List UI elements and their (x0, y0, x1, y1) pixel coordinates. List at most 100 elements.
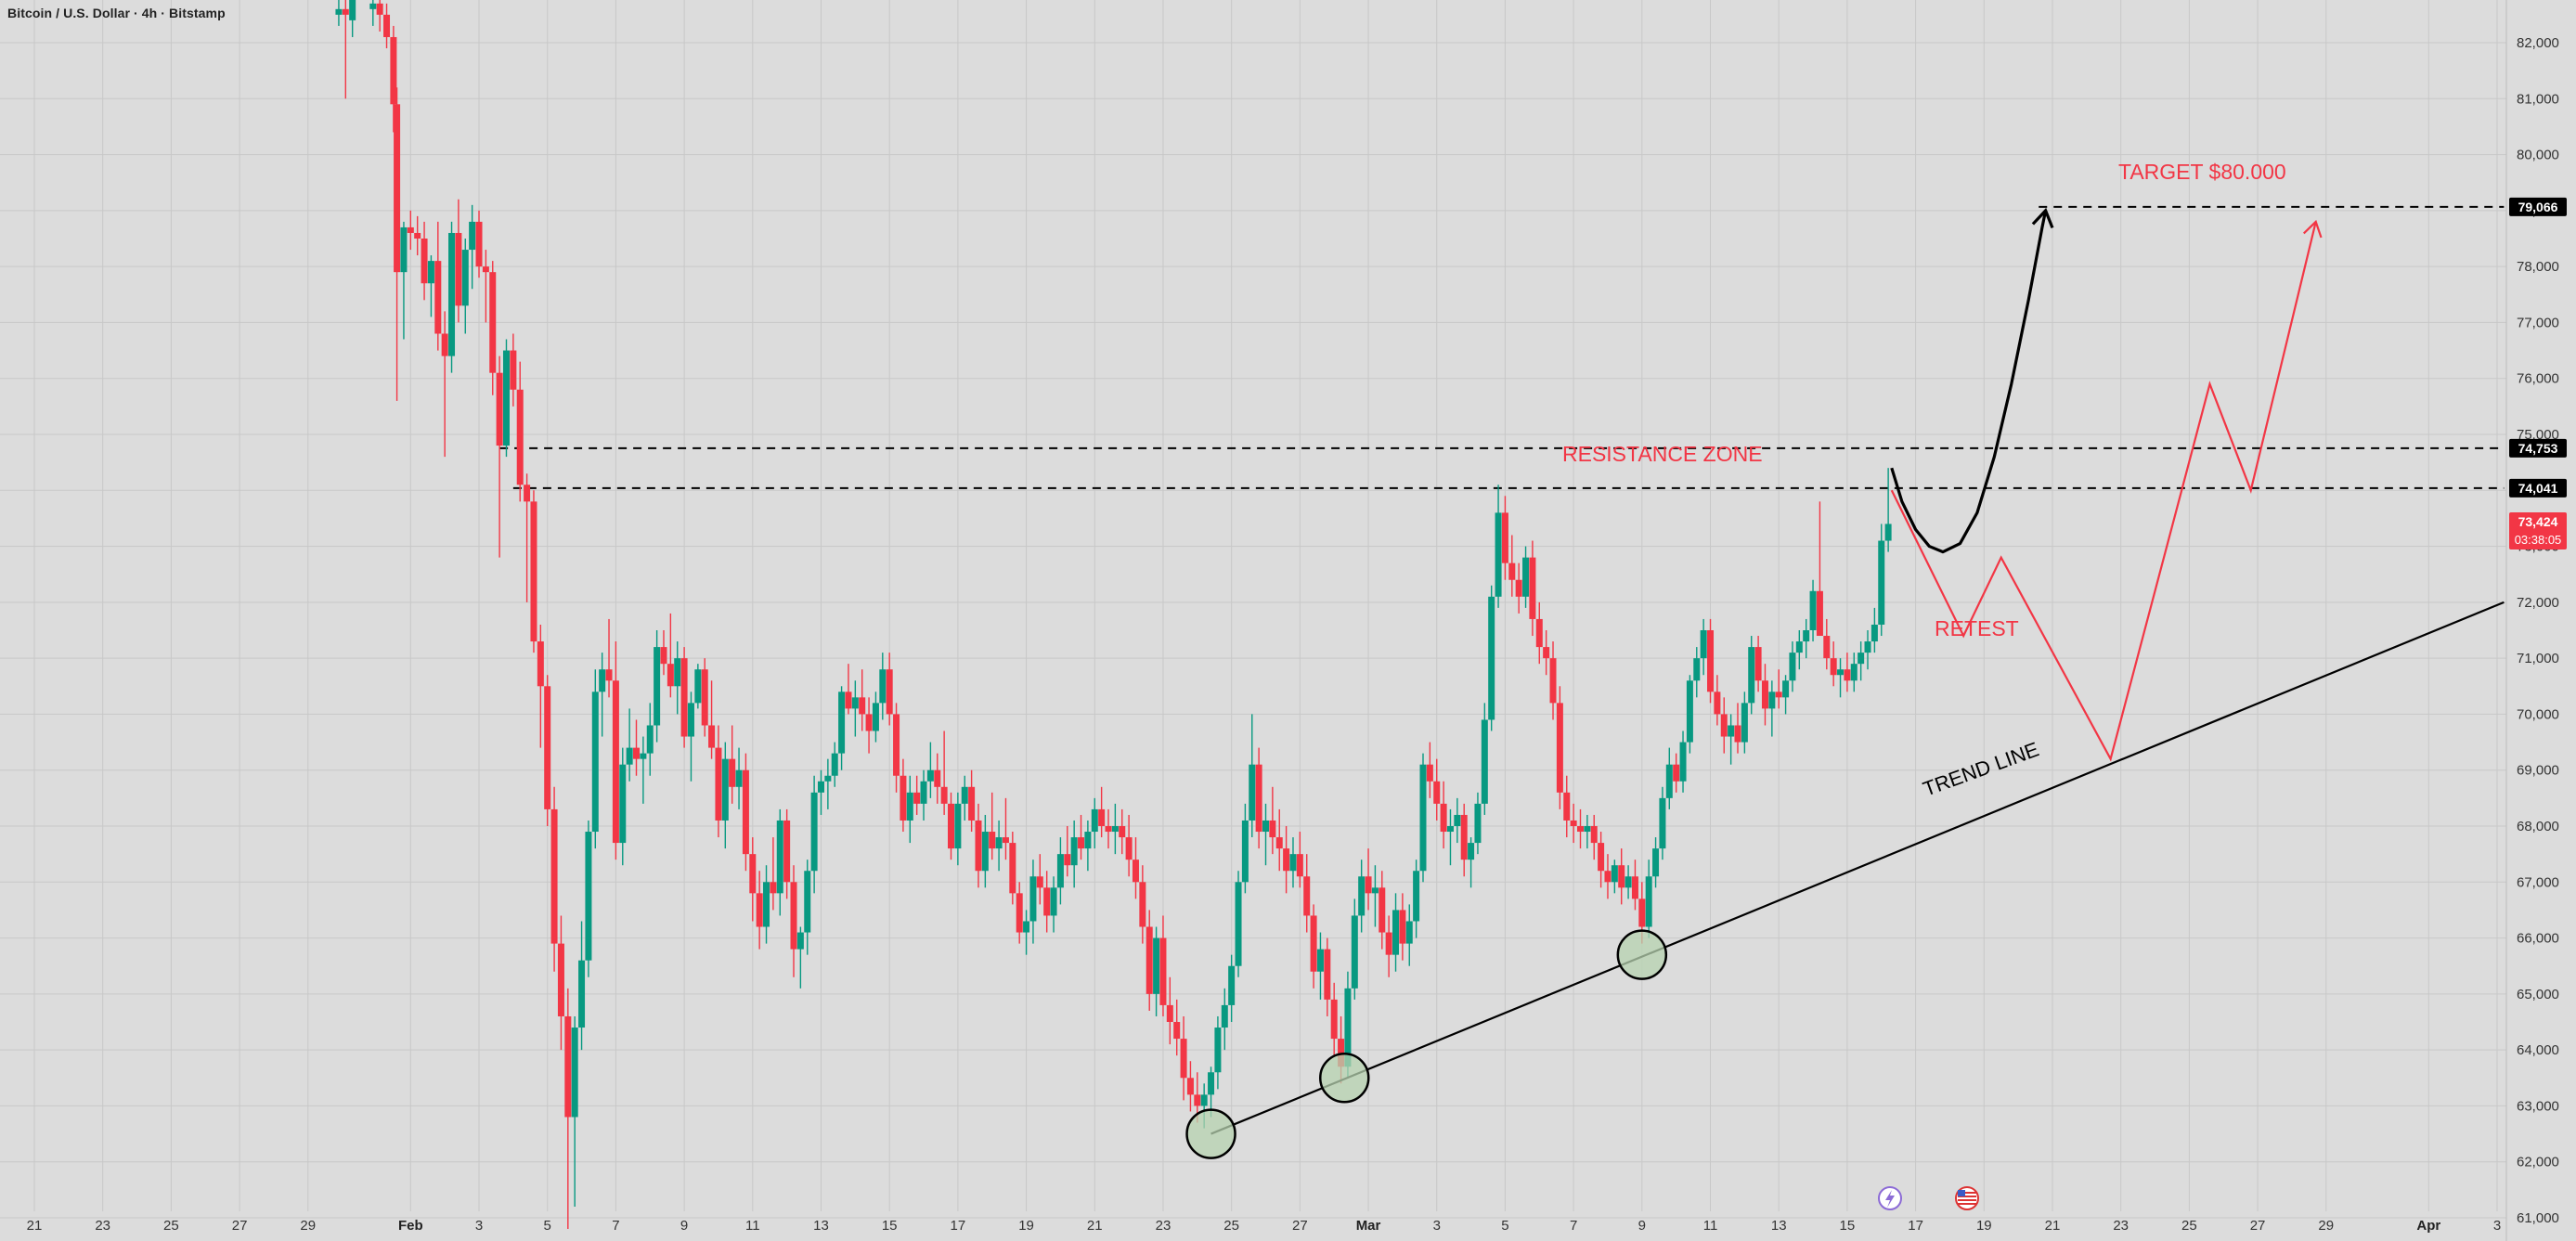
candle-down (434, 221, 442, 351)
candle-body (749, 854, 757, 894)
candle-body (1549, 658, 1557, 704)
price-marker-value: 74,041 (2518, 481, 2558, 496)
candle-body (640, 753, 647, 759)
candle-body (1153, 937, 1160, 994)
candle-down (729, 725, 736, 804)
candle-up (872, 692, 879, 743)
candle-body (1522, 557, 1530, 597)
candle-down (455, 199, 462, 323)
candle-down (1166, 976, 1173, 1045)
candle-body (394, 104, 401, 273)
candle-body (1604, 871, 1612, 883)
candle-up (1351, 898, 1358, 1000)
candle-up (1221, 988, 1228, 1051)
candle-down (1576, 808, 1584, 849)
x-tick-label: 19 (1018, 1218, 1034, 1234)
candle-body (455, 232, 462, 306)
y-tick-label: 77,000 (2517, 315, 2559, 330)
candle-body (1659, 797, 1666, 849)
candle-up (400, 221, 408, 340)
candle-body (557, 943, 564, 1016)
candle-up (427, 255, 434, 317)
x-tick-label: 15 (882, 1218, 898, 1234)
candle-down (510, 333, 517, 407)
candle-body (1625, 876, 1632, 888)
x-tick-label: 17 (1908, 1218, 1923, 1234)
candle-body (1289, 854, 1297, 872)
candle-body (1803, 630, 1810, 642)
candle-down (968, 769, 976, 833)
candle-up (687, 692, 694, 782)
candle-body (989, 832, 996, 849)
candle-up (599, 653, 606, 737)
candle-down (482, 250, 489, 323)
candle-down (633, 719, 641, 776)
candle-body (660, 647, 667, 665)
candle-up (1153, 926, 1160, 1016)
candle-body (1590, 826, 1598, 844)
candle-down (845, 664, 852, 715)
candle-body (995, 837, 1003, 849)
candle-body (851, 697, 859, 709)
candle-down (496, 355, 503, 558)
candle-down (407, 210, 414, 251)
candle-down (1064, 826, 1071, 877)
candle-body (886, 669, 893, 715)
candle-body (1720, 714, 1728, 737)
candle-down (1433, 758, 1441, 821)
candle-body (510, 350, 517, 390)
candle-body (1392, 910, 1400, 955)
candle-body (810, 792, 818, 872)
candle-up (817, 769, 824, 815)
candle-body (1078, 837, 1085, 849)
lightning-icon (1885, 1190, 1895, 1208)
candle-body (981, 832, 989, 872)
candle-body (1194, 1094, 1201, 1106)
x-tick-label: 25 (2181, 1218, 2197, 1234)
x-tick-label: 11 (1703, 1218, 1718, 1234)
candle-down (544, 675, 551, 826)
candle-down (1598, 832, 1605, 888)
support-touch-circle (1616, 929, 1668, 980)
candle-body (1816, 590, 1823, 637)
x-tick-label: 9 (1638, 1218, 1646, 1234)
candle-up (626, 708, 633, 782)
candle-down (1618, 848, 1625, 905)
candle-up (804, 860, 811, 955)
candle-up (796, 926, 804, 989)
candle-body (502, 350, 510, 446)
candle-up (954, 792, 962, 866)
candle-up (1070, 820, 1078, 888)
candle-up (1495, 485, 1502, 608)
candle-body (1884, 524, 1892, 541)
candle-body (1433, 781, 1441, 804)
candle-up (981, 814, 989, 888)
candle-body (633, 747, 641, 759)
candle-down (1775, 669, 1782, 709)
candle-up (1665, 747, 1673, 809)
candle-up (1419, 753, 1427, 883)
candle-body (564, 1015, 572, 1118)
candle-up (1235, 871, 1242, 977)
x-tick-label: 13 (813, 1218, 829, 1234)
price-marker-box (2509, 512, 2567, 550)
candle-body (619, 764, 627, 844)
candle-body (742, 769, 749, 855)
candle-body (900, 775, 907, 821)
candle-body (1056, 854, 1064, 888)
candle-body (1679, 742, 1687, 782)
x-tick-label: 19 (1976, 1218, 1992, 1234)
candle-up (646, 703, 654, 776)
candle-down (1310, 904, 1317, 989)
candle-body (342, 8, 349, 15)
candle-body (783, 820, 791, 883)
candle-up (461, 239, 469, 334)
candle-body (1249, 764, 1256, 821)
candle-up (1795, 630, 1803, 670)
candle-body (599, 669, 606, 692)
candle-body (1139, 882, 1146, 927)
candle-body (1413, 871, 1420, 922)
candle-body (1426, 764, 1433, 782)
